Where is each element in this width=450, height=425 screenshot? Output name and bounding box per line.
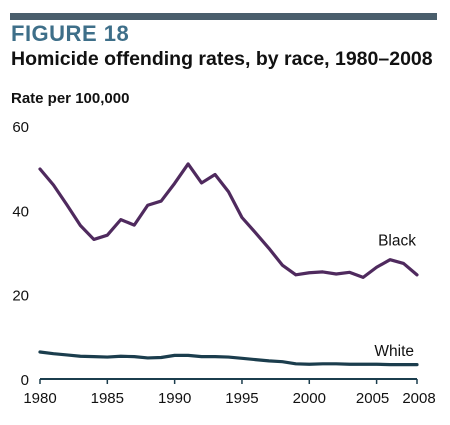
x-tick-label: 1990	[158, 390, 191, 407]
x-tick-label: 1980	[23, 390, 56, 407]
figure-label: FIGURE 18	[11, 21, 130, 46]
chart-title: Homicide offending rates, by race, 1980–…	[11, 48, 433, 70]
top-rule	[10, 13, 437, 20]
y-tick-label: 20	[12, 288, 29, 305]
x-tick-label: 1995	[225, 390, 258, 407]
series-lines	[38, 162, 419, 367]
y-tick-label: 40	[12, 203, 29, 220]
series-line-white	[38, 350, 419, 367]
y-tick-label: 0	[21, 372, 29, 389]
x-tick-label: 2008	[402, 390, 435, 407]
x-axis-ticks: 1980 1985 1990 1995 2000 2005 2008	[23, 379, 436, 407]
y-tick-label: 60	[12, 119, 29, 136]
x-tick-label: 2000	[293, 390, 326, 407]
series-labels: Black White	[374, 233, 416, 361]
y-axis-ticks: 0 20 40 60	[12, 119, 29, 389]
series-label-white: White	[374, 343, 414, 360]
y-axis-label: Rate per 100,000	[11, 90, 130, 107]
x-tick-label: 2005	[356, 390, 389, 407]
series-line-black	[38, 162, 419, 279]
x-tick-label: 1985	[91, 390, 124, 407]
series-label-black: Black	[378, 233, 416, 250]
